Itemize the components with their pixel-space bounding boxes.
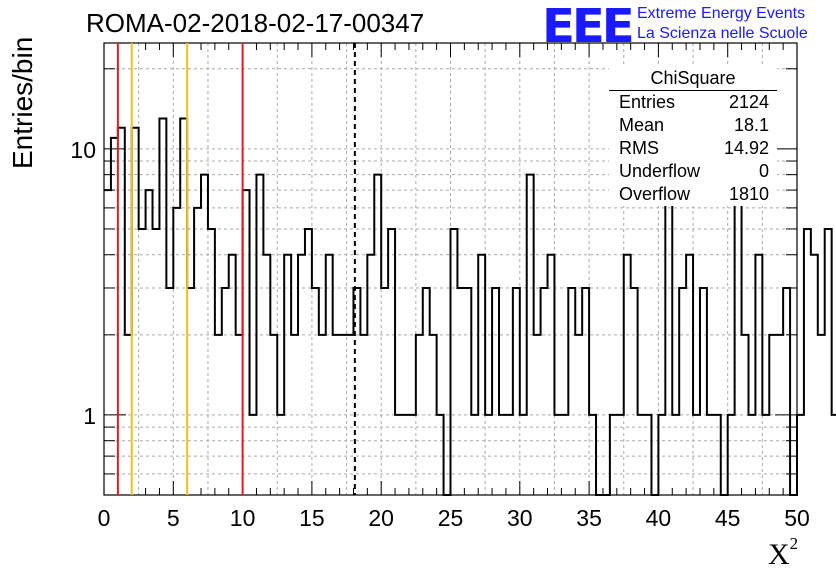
x-tick-label: 25 [438, 505, 464, 531]
logo-line-1: Extreme Energy Events [637, 5, 806, 22]
x-tick-label: 35 [576, 505, 602, 531]
stats-value: 2124 [728, 92, 769, 112]
stats-value: 1810 [728, 184, 769, 204]
x-axis-label-base: X [768, 538, 790, 571]
x-axis-label-superscript: 2 [789, 534, 799, 553]
logo-line-2: La Scienza nelle Scuole [637, 25, 808, 42]
y-axis-label: Entries/bin [7, 36, 38, 169]
stats-title: ChiSquare [609, 66, 777, 91]
stats-row: Mean 18.1 [609, 114, 777, 137]
stats-row: Underflow 0 [609, 160, 777, 183]
stats-row: Overflow 1810 [609, 183, 777, 206]
stats-value: 14.92 [723, 138, 769, 158]
eee-logo: EEE [542, 0, 635, 53]
chart-title: ROMA-02-2018-02-17-00347 [86, 8, 425, 38]
stats-row: RMS 14.92 [609, 137, 777, 160]
y-tick-label: 10 [70, 137, 96, 163]
x-axis-label: X2 [768, 534, 798, 572]
stats-box: ChiSquare Entries 2124 Mean 18.1 RMS 14.92 … [609, 66, 777, 206]
stats-row: Entries 2124 [609, 91, 777, 114]
x-tick-label: 30 [507, 505, 533, 531]
x-tick-label: 45 [715, 505, 741, 531]
stats-label: RMS [619, 138, 659, 158]
x-tick-label: 50 [784, 505, 810, 531]
x-tick-label: 10 [230, 505, 256, 531]
stats-label: Entries [619, 92, 676, 112]
histogram-series [104, 117, 836, 496]
stats-value: 0 [758, 161, 769, 181]
x-tick-label: 20 [368, 505, 394, 531]
x-tick-label: 5 [167, 505, 180, 531]
x-tick-label: 0 [98, 505, 111, 531]
x-tick-label: 40 [646, 505, 672, 531]
x-tick-label: 15 [299, 505, 325, 531]
stats-label: Underflow [619, 161, 701, 181]
y-tick-label: 1 [83, 403, 96, 429]
stats-label: Mean [619, 115, 665, 135]
stats-value: 18.1 [733, 115, 769, 135]
stats-label: Overflow [619, 184, 691, 204]
logo-caption: Extreme Energy Events La Scienza nelle S… [637, 4, 808, 44]
